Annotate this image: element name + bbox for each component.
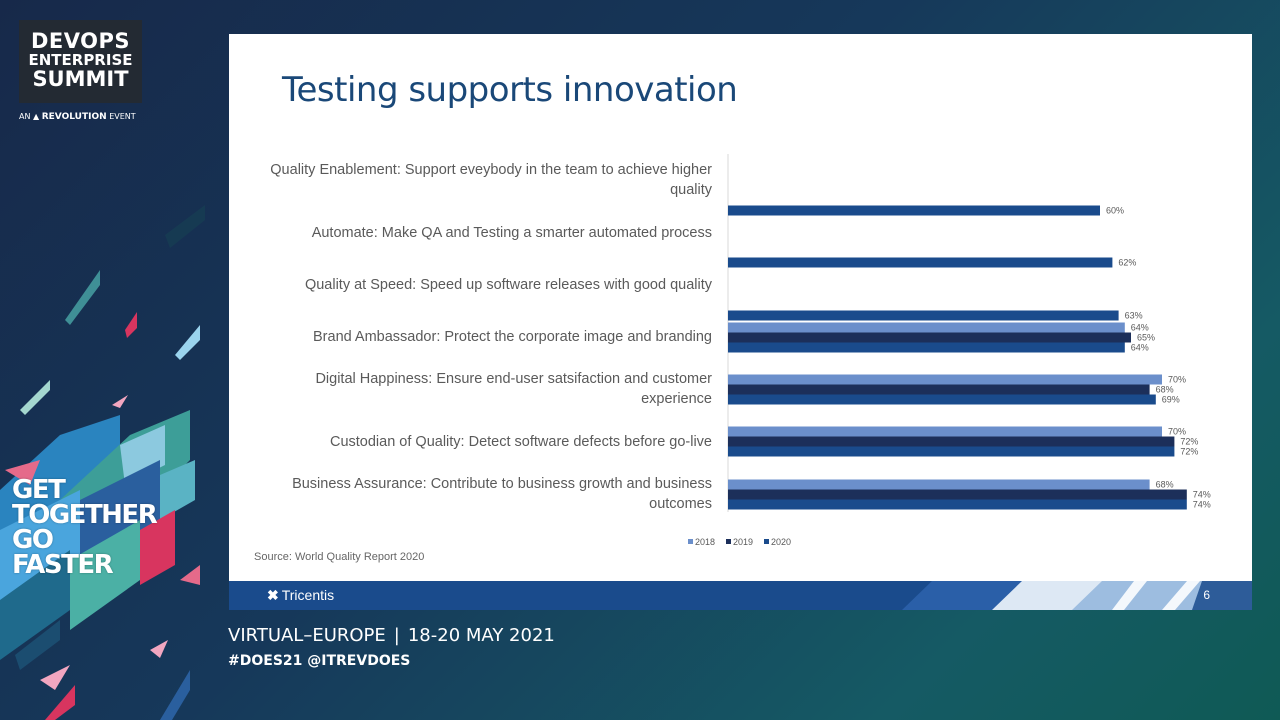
- data-label: 74%: [1193, 500, 1211, 510]
- decorative-shapes: [0, 205, 205, 720]
- data-label: 70%: [1168, 375, 1186, 385]
- category-label: Automate: Make QA and Testing a smarter …: [311, 225, 712, 241]
- bar-2018: [728, 479, 1150, 490]
- data-label: 64%: [1131, 343, 1149, 353]
- logo-sub-suffix: EVENT: [109, 112, 136, 121]
- category-label: Business Assurance: Contribute to busine…: [292, 476, 712, 512]
- legend-swatch-2020: [764, 539, 769, 544]
- event-info: VIRTUAL–EUROPE | 18-20 MAY 2021: [228, 625, 555, 646]
- bar-2018: [728, 374, 1162, 385]
- data-label: 72%: [1180, 447, 1198, 457]
- category-label: Brand Ambassador: Protect the corporate …: [313, 329, 712, 345]
- bar-chart: 60%62%63%64%65%64%70%68%69%70%72%72%68%7…: [688, 154, 1211, 547]
- data-label: 72%: [1180, 437, 1198, 447]
- category-label: Custodian of Quality: Detect software de…: [329, 434, 712, 450]
- bar-2019: [728, 436, 1175, 447]
- footer-brand-text: Tricentis: [281, 587, 335, 603]
- logo-subtitle: AN ▲ REVOLUTION EVENT: [19, 112, 136, 122]
- slide-title: Testing supports innovation: [282, 70, 738, 110]
- legend-label: 2020: [771, 537, 791, 547]
- it-revolution-icon: ▲: [33, 112, 40, 121]
- bar-2019: [728, 332, 1131, 343]
- presentation-slide: Testing supports innovation Quality Enab…: [229, 34, 1252, 610]
- devops-logo: DEVOPS ENTERPRISE SUMMIT: [19, 20, 142, 103]
- tagline-line: FASTER: [12, 550, 114, 580]
- data-label: 70%: [1168, 427, 1186, 437]
- tagline-line: TOGETHER: [12, 500, 158, 530]
- legend-swatch-2019: [726, 539, 731, 544]
- bar-2020: [728, 446, 1175, 457]
- bar-2020: [728, 499, 1187, 510]
- source-note: Source: World Quality Report 2020: [254, 551, 425, 563]
- data-label: 65%: [1137, 333, 1155, 343]
- tagline-line: GET: [12, 475, 66, 505]
- data-label: 63%: [1125, 311, 1143, 321]
- tricentis-x-icon: ✖: [267, 587, 279, 603]
- bar-2020: [728, 257, 1113, 268]
- data-label: 68%: [1156, 480, 1174, 490]
- category-label: Digital Happiness: Ensure end-user satsi…: [315, 371, 712, 407]
- slide-footer: ✖ Tricentis 6: [229, 581, 1252, 610]
- page-number: 6: [1203, 588, 1210, 602]
- event-separator: |: [393, 625, 400, 646]
- data-label: 64%: [1131, 323, 1149, 333]
- bar-2020: [728, 342, 1125, 353]
- event-dates: 18-20 MAY 2021: [407, 625, 555, 646]
- data-label: 69%: [1162, 395, 1180, 405]
- logo-sub-brand: REVOLUTION: [41, 112, 107, 122]
- logo-line-2: ENTERPRISE: [28, 51, 133, 69]
- bar-2018: [728, 322, 1125, 333]
- bar-2020: [728, 310, 1119, 321]
- data-label: 60%: [1106, 206, 1124, 216]
- tagline-line: GO: [12, 525, 54, 555]
- legend-label: 2019: [733, 537, 753, 547]
- category-label: Quality at Speed: Speed up software rele…: [304, 277, 712, 293]
- tagline: GET TOGETHER GO FASTER: [12, 475, 158, 580]
- legend-label: 2018: [695, 537, 715, 547]
- tricentis-logo: ✖ Tricentis: [267, 587, 334, 604]
- bar-2020: [728, 394, 1156, 405]
- hashtags: #DOES21 @ITREVDOES: [228, 653, 411, 669]
- bar-2020: [728, 205, 1100, 216]
- bar-2019: [728, 384, 1150, 395]
- logo-sub-prefix: AN: [19, 112, 31, 121]
- legend-swatch-2018: [688, 539, 693, 544]
- bar-2018: [728, 426, 1162, 437]
- data-label: 68%: [1156, 385, 1174, 395]
- logo-line-1: DEVOPS: [30, 29, 131, 53]
- event-name: VIRTUAL–EUROPE: [228, 625, 386, 646]
- data-label: 62%: [1118, 258, 1136, 268]
- logo-line-3: SUMMIT: [32, 67, 129, 91]
- data-label: 74%: [1193, 490, 1211, 500]
- category-label: Quality Enablement: Support eveybody in …: [270, 162, 712, 198]
- bar-2019: [728, 489, 1187, 500]
- building-image: [902, 581, 1252, 610]
